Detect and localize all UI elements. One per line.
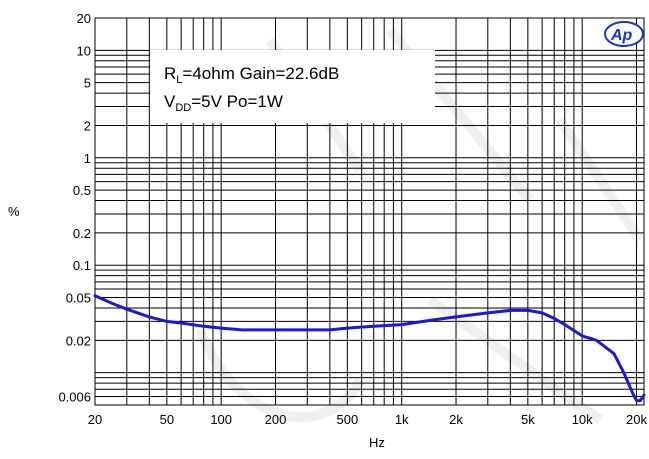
- annotation-r-sub: L: [176, 74, 182, 86]
- annotation-v: V: [164, 92, 176, 111]
- series-line: [93, 294, 646, 403]
- x-tick-label: 2k: [449, 412, 463, 427]
- y-tick-label: 5: [84, 76, 91, 91]
- x-axis-label: Hz: [369, 435, 385, 450]
- y-tick-label: 20: [77, 11, 91, 26]
- annotation-line-1-rest: =4ohm Gain=22.6dB: [182, 64, 339, 83]
- x-tick-label: 200: [265, 412, 287, 427]
- ap-logo: Ap: [604, 21, 644, 47]
- x-tick-label: 50: [160, 412, 174, 427]
- y-tick-label: 2: [84, 118, 91, 133]
- y-tick-label: 0.006: [58, 389, 91, 404]
- x-tick-label: 10k: [572, 412, 593, 427]
- y-tick-label: 0.1: [73, 258, 91, 273]
- x-tick-labels: 20 50 100 200 500 1k 2k 5k 10k 20k: [88, 412, 648, 427]
- annotation-background: [150, 50, 435, 123]
- y-tick-label: 10: [77, 43, 91, 58]
- annotation-box: RL=4ohm Gain=22.6dB VDD=5V Po=1W: [150, 50, 435, 123]
- y-tick-labels: 0.006 0.02 0.05 0.1 0.2 0.5 1 2 5 10 20: [58, 11, 91, 404]
- y-tick-label: 0.2: [73, 226, 91, 241]
- annotation-line-2-rest: =5V Po=1W: [191, 92, 283, 111]
- y-tick-label: 1: [84, 151, 91, 166]
- y-tick-label: 0.5: [73, 183, 91, 198]
- x-tick-label: 20k: [626, 412, 647, 427]
- y-axis-label: %: [8, 204, 20, 219]
- x-tick-label: 5k: [521, 412, 535, 427]
- ap-logo-ring: [604, 21, 644, 47]
- x-tick-label: 1k: [395, 412, 409, 427]
- annotation-r: R: [164, 64, 176, 83]
- y-tick-label: 0.05: [66, 291, 91, 306]
- y-tick-label: 0.02: [66, 333, 91, 348]
- ap-logo-text: Ap: [610, 27, 633, 44]
- annotation-line-2: VDD=5V Po=1W: [164, 92, 283, 114]
- annotation-v-sub: DD: [175, 102, 191, 114]
- x-tick-label: 20: [88, 412, 102, 427]
- x-tick-label: 100: [210, 412, 232, 427]
- annotation-line-1: RL=4ohm Gain=22.6dB: [164, 64, 339, 86]
- x-tick-label: 500: [336, 412, 358, 427]
